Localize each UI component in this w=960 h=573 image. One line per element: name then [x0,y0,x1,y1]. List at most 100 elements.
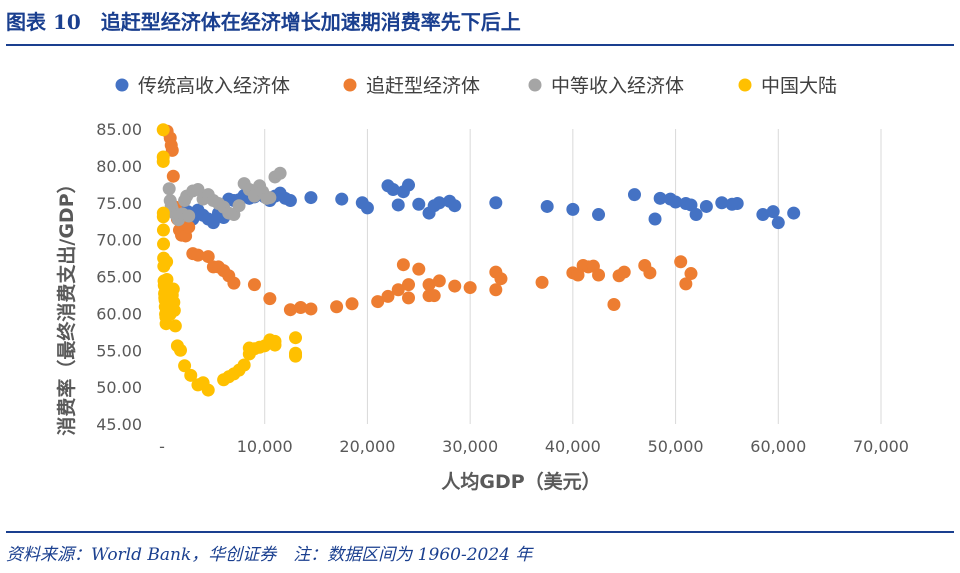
x-tick-label: 40,000 [545,437,601,456]
data-point [448,279,462,293]
data-point [422,278,436,292]
data-point [184,368,198,382]
data-point [247,278,261,292]
y-axis-ticks: 45.00 50.00 55.00 60.00 65.00 70.00 75.00 80.00… [96,120,142,434]
data-point [156,123,170,137]
data-point [165,143,179,157]
data-point [427,289,441,303]
data-point [168,319,182,333]
y-tick-label: 65.00 [96,268,142,287]
data-point [669,195,683,209]
data-point [156,210,170,224]
data-point [412,262,426,276]
x-axis-ticks: - 10,000 20,000 30,000 40,000 50,000 60,000 70,… [159,437,909,456]
y-tick-label: 75.00 [96,194,142,213]
legend-marker [115,78,129,92]
x-tick-label: 60,000 [750,437,806,456]
data-point [684,198,698,212]
data-point [540,199,554,213]
y-tick-label: 55.00 [96,341,142,360]
data-point [166,169,180,183]
data-point [592,208,606,222]
data-point [771,216,785,230]
data-point [494,272,508,286]
data-point [730,196,744,210]
data-point [263,191,277,205]
data-point [191,182,205,196]
data-point [432,196,446,210]
data-point [674,255,688,269]
data-point [653,191,667,205]
data-point [283,194,297,208]
y-tick-label: 85.00 [96,120,142,139]
data-point [330,300,344,314]
data-point [289,331,303,345]
data-point [304,191,318,205]
data-point [335,192,349,206]
data-point [201,250,215,264]
data-point [268,338,282,352]
data-point [592,268,606,282]
data-point [463,281,477,295]
data-point [489,196,503,210]
legend-label: 追赶型经济体 [366,75,480,97]
data-point [166,282,180,296]
data-point [263,292,277,306]
legend-label: 传统高收入经济体 [138,75,290,97]
data-point [787,206,801,220]
x-axis-label: 人均GDP（美元） [441,470,600,493]
data-point [396,258,410,272]
y-tick-label: 80.00 [96,157,142,176]
data-point [294,300,308,314]
source-note: 资料来源：World Bank，华创证券 注：数据区间为 1960-2024 年 [6,545,533,565]
data-points [156,123,801,397]
data-point [273,166,287,180]
data-point [360,201,374,215]
y-tick-label: 60.00 [96,304,142,323]
y-tick-label: 70.00 [96,231,142,250]
data-point [684,267,698,281]
data-point [715,196,729,210]
x-tick-label: 50,000 [648,437,704,456]
data-point [571,268,585,282]
data-point [402,291,416,305]
data-point [648,212,662,226]
data-point [766,205,780,219]
source-rule [6,531,954,533]
legend-label: 中等收入经济体 [551,75,684,97]
data-point [448,199,462,213]
y-tick-label: 50.00 [96,378,142,397]
y-axis-label: 消费率（最终消费支出/GDP） [55,174,78,435]
data-point [162,182,176,196]
data-point [156,223,170,237]
data-point [160,255,174,269]
scatter-chart: 传统高收入经济体 追赶型经济体 中等收入经济体 中国大陆 45.00 50.00 55.0… [55,75,909,493]
legend: 传统高收入经济体 追赶型经济体 中等收入经济体 中国大陆 [115,75,837,97]
data-point [178,359,192,373]
data-point [566,202,580,216]
data-point [191,248,205,262]
data-point [182,220,196,234]
y-tick-label: 45.00 [96,415,142,434]
data-point [699,199,713,213]
gridlines [264,129,882,424]
data-point [283,303,297,317]
data-point [289,348,303,362]
data-point [402,278,416,292]
data-point [173,343,187,357]
data-point [756,208,770,222]
data-point [386,182,400,196]
data-point [345,297,359,311]
x-tick-label: 30,000 [442,437,498,456]
legend-marker [528,78,542,92]
x-tick-label: 70,000 [853,437,909,456]
data-point [304,302,318,316]
data-point [391,283,405,297]
data-point [381,289,395,303]
data-point [156,154,170,168]
data-point [412,197,426,211]
legend-marker [738,78,752,92]
data-point [237,358,251,372]
data-point [227,276,241,290]
data-point [402,178,416,192]
